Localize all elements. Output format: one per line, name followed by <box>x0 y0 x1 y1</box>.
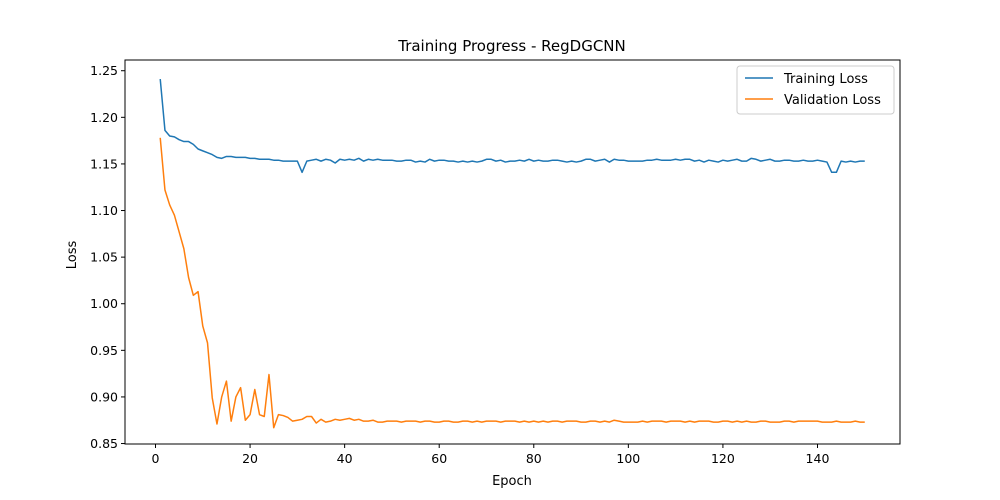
x-tick-label: 0 <box>152 451 160 466</box>
legend: Training Loss Validation Loss <box>736 65 895 115</box>
x-tick-label: 80 <box>526 451 542 466</box>
series-line-validation-loss <box>159 137 865 429</box>
y-tick-label: 1.15 <box>90 156 118 171</box>
y-ticks: 0.85 0.90 0.95 1.00 1.05 1.10 1.15 1.20 1.25 <box>90 63 125 451</box>
y-tick-label: 1.20 <box>90 110 118 125</box>
plot-series <box>159 79 865 429</box>
y-tick-label: 0.85 <box>90 436 118 451</box>
plot-frame <box>124 59 901 445</box>
y-tick-label: 1.10 <box>90 203 118 218</box>
y-tick-label: 0.95 <box>90 343 118 358</box>
y-tick-label: 0.90 <box>90 389 118 404</box>
x-tick-label: 60 <box>431 451 447 466</box>
x-tick-label: 100 <box>616 451 640 466</box>
legend-label-training-loss: Training Loss <box>783 72 868 87</box>
series-line-training-loss <box>159 79 865 174</box>
y-tick-label: 1.25 <box>90 63 118 78</box>
chart-title: Training Progress - RegDGCNN <box>397 37 626 55</box>
x-tick-label: 120 <box>711 451 735 466</box>
y-tick-label: 1.05 <box>90 250 118 265</box>
legend-box <box>736 65 895 115</box>
x-ticks: 0 20 40 60 80 100 120 140 <box>152 444 830 466</box>
x-tick-label: 40 <box>337 451 353 466</box>
legend-label-validation-loss: Validation Loss <box>784 93 881 108</box>
x-axis-label: Epoch <box>492 474 532 489</box>
y-axis-label: Loss <box>65 241 80 270</box>
y-tick-label: 1.00 <box>90 296 118 311</box>
x-tick-label: 20 <box>242 451 258 466</box>
x-tick-label: 140 <box>806 451 830 466</box>
